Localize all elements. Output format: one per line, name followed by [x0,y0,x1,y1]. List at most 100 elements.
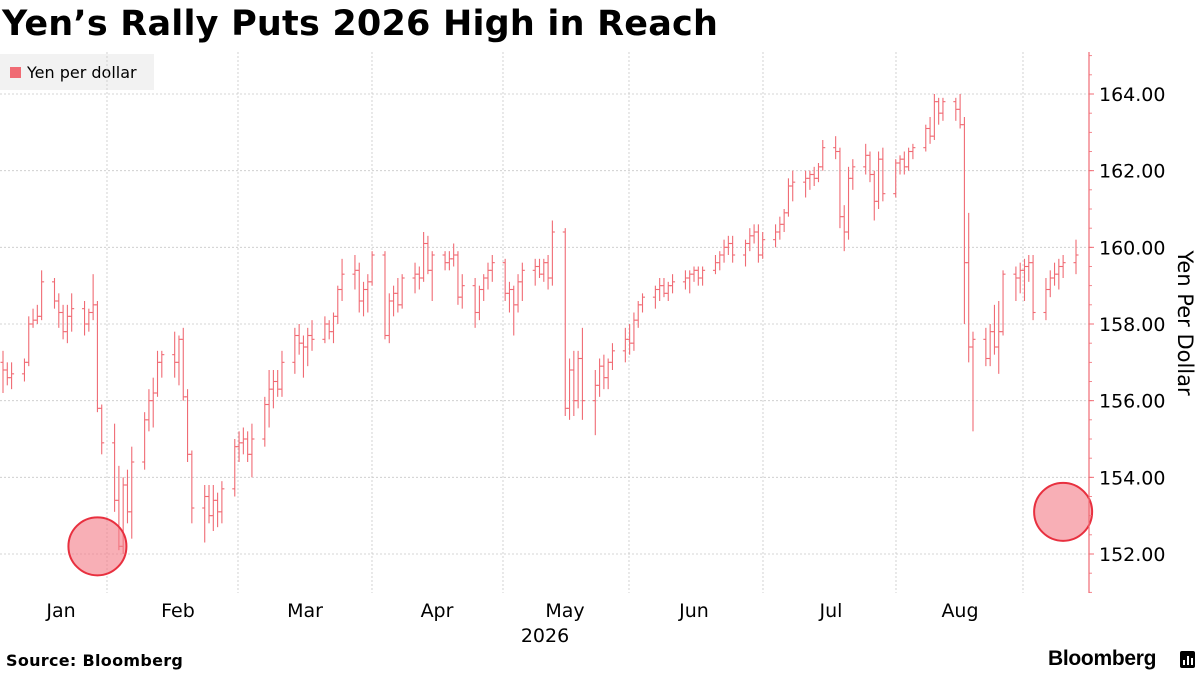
ohlc-bar [730,235,736,263]
ohlc-bar [863,143,869,175]
ohlc-bar [880,147,886,202]
ohlc-bar [717,251,723,271]
ohlc-bar [472,278,478,328]
y-tick-label: 160.00 [1099,237,1165,259]
ohlc-bar [790,170,796,202]
ohlc-bar [627,324,633,355]
ohlc-bar [901,151,907,175]
ohlc-bar [34,304,40,324]
ohlc-bar [773,224,779,248]
ohlc-bar [266,370,272,428]
ohlc-bar [502,258,508,301]
ohlc-bar [691,266,697,282]
chart-title: Yen’s Rally Puts 2026 High in Reach [2,4,719,44]
ohlc-bar [631,312,637,351]
ohlc-bar [279,350,285,397]
ohlc-bar [846,166,852,240]
ohlc-bar [82,301,88,336]
ohlc-bar [172,331,178,378]
ohlc-bar [562,228,568,416]
ohlc-bar [940,97,946,121]
ohlc-bar [893,159,899,198]
y-tick-label: 162.00 [1099,161,1165,183]
ohlc-bar [270,370,276,409]
ohlc-bar [69,293,75,332]
ohlc-bar [60,304,66,340]
ohlc-bar [721,239,727,263]
ohlc-bar [996,301,1002,374]
ohlc-bar [755,224,761,263]
ohlc-bar [446,251,452,271]
ohlc-bar [605,358,611,390]
ohlc-bar [459,274,465,309]
ohlc-bar [803,170,809,198]
x-tick-label: Feb [161,600,195,622]
ohlc-bar [189,450,195,524]
ohlc-bar [876,151,882,209]
ohlc-bar [94,301,100,413]
ohlc-bar [330,312,336,344]
grid-lines [0,52,1089,593]
ohlc-bar [1060,255,1066,278]
x-tick-label: Aug [941,600,978,622]
brand-logo: Bloomberg [1048,647,1157,670]
legend: Yen per dollar [0,54,154,90]
ohlc-bar [1073,239,1079,275]
ohlc-bar [652,285,658,309]
ohlc-bar [386,293,392,344]
ohlc-bar [906,147,912,171]
y-tick-label: 152.00 [1099,544,1165,566]
ohlc-bar [489,255,495,282]
ohlc-bar [987,324,993,367]
ohlc-bar [867,151,873,183]
ohlc-bar [532,258,538,286]
ohlc-bar [820,140,826,171]
ohlc-bar [1047,270,1053,298]
ohlc-bar [966,212,972,363]
ohlc-bar [1052,262,1058,286]
ohlc-bar [206,485,212,524]
x-tick-label: Jun [678,600,709,622]
y-tick-label: 158.00 [1099,314,1165,336]
x-tick-label: May [545,600,584,622]
legend-swatch [10,66,21,78]
ohlc-bar [807,170,813,190]
ohlc-bar [910,143,916,160]
ohlc-bar [871,170,877,221]
ohlc-bar [927,117,933,144]
ohlc-bar [961,117,967,324]
ohlc-bar [52,278,58,309]
ohlc-bar [150,377,156,428]
x-axis-label: 2026 [521,625,569,647]
ohlc-bar [712,255,718,275]
highlight-circle [67,516,128,577]
brand-icon [1180,651,1195,668]
ohlc-bar [112,423,118,512]
ohlc-bar [455,251,461,305]
ohlc-bar [425,235,431,275]
ohlc-bar [841,205,847,252]
ohlc-bar [1017,262,1023,294]
ohlc-bar [30,308,36,328]
ohlc-bar [391,285,397,317]
ohlc-bar [1043,278,1049,321]
x-tick-label: Jul [819,600,843,622]
ohlc-bar [4,362,10,386]
ohlc-bar [665,281,671,301]
price-bars [0,94,1079,554]
ohlc-bar [511,285,517,336]
ohlc-bar [811,166,817,186]
ohlc-bar [249,423,255,478]
x-tick-label: Apr [421,600,454,622]
ohlc-bar [412,262,418,294]
highlight-circle [1033,481,1094,542]
y-axis-label: Yen Per Dollar [1173,249,1197,396]
ohlc-bar [326,320,332,340]
ohlc-bar [142,412,148,470]
ohlc-bar [687,270,693,294]
ohlc-bar [210,485,216,531]
ohlc-bar [399,274,405,309]
ohlc-bar [245,431,251,462]
ohlc-bar [579,327,585,420]
highlight-circles [67,481,1094,577]
